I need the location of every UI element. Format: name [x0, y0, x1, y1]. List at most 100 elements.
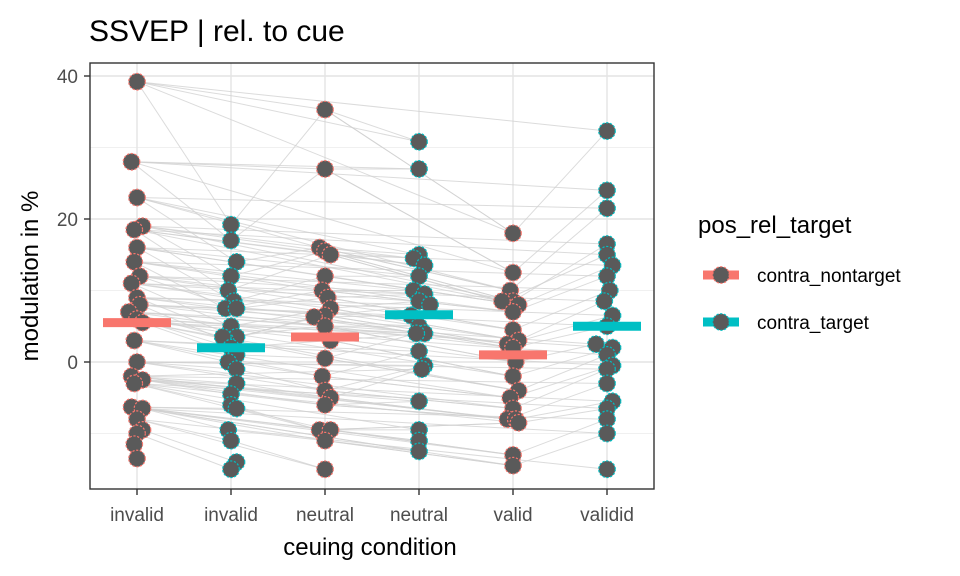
- data-point: [125, 220, 144, 239]
- pair-line: [136, 247, 420, 277]
- data-point: [222, 267, 240, 286]
- y-axis-title: modulation in %: [17, 191, 44, 362]
- pair-line: [131, 282, 232, 327]
- pair-line: [142, 225, 414, 259]
- pair-line: [518, 300, 605, 342]
- pair-line: [134, 229, 425, 266]
- data-point: [493, 292, 511, 311]
- pair-line: [236, 354, 326, 359]
- pair-line: [236, 368, 326, 392]
- pair-line: [131, 161, 608, 191]
- pair-line: [512, 190, 608, 274]
- data-point: [598, 424, 616, 443]
- data-point: [125, 435, 144, 454]
- x-tick-label: valid: [493, 505, 532, 526]
- pair-line: [230, 109, 326, 226]
- legend-label: contra_target: [757, 313, 870, 334]
- data-points: [119, 72, 622, 479]
- pair-line: [230, 168, 326, 241]
- legend-label: contra_nontarget: [757, 266, 901, 287]
- pair-line: [136, 418, 232, 442]
- pair-line: [510, 365, 613, 399]
- pair-line: [518, 354, 608, 392]
- legend-title: pos_rel_target: [698, 212, 852, 239]
- data-point: [125, 331, 144, 350]
- y-tick-label: 20: [57, 210, 78, 231]
- pair-line: [134, 261, 414, 291]
- x-tick-label: neutral: [296, 505, 354, 526]
- pair-line: [512, 368, 608, 409]
- pair-line: [233, 275, 326, 302]
- pair-line: [142, 379, 613, 402]
- pair-line: [136, 81, 326, 111]
- data-point: [504, 456, 522, 475]
- data-point: [313, 367, 332, 386]
- pair-line: [142, 225, 514, 302]
- pair-line: [142, 429, 237, 463]
- pair-line: [324, 332, 417, 359]
- data-point: [598, 460, 616, 479]
- pair-line: [131, 161, 232, 241]
- chart-title: SSVEP | rel. to cue: [89, 15, 345, 48]
- data-point: [321, 245, 340, 264]
- data-point: [227, 299, 246, 318]
- panel-border: [89, 62, 655, 490]
- pair-line: [131, 161, 420, 170]
- data-point: [125, 374, 144, 393]
- data-point: [227, 399, 246, 418]
- pair-line: [518, 407, 608, 424]
- pair-line: [512, 275, 608, 313]
- data-point: [595, 292, 614, 311]
- pair-line: [131, 368, 422, 377]
- pair-line: [324, 109, 420, 143]
- pair-line: [136, 297, 613, 317]
- data-point: [504, 263, 522, 282]
- data-point: [128, 72, 146, 91]
- pair-line: [518, 265, 613, 306]
- pair-line: [512, 243, 608, 302]
- pair-line: [322, 375, 511, 399]
- data-point: [598, 122, 616, 140]
- y-tick-label: 40: [57, 67, 78, 88]
- data-point: [410, 442, 428, 461]
- pair-line: [509, 207, 608, 291]
- data-point: [407, 324, 426, 343]
- pair-line: [236, 382, 331, 399]
- pair-line: [230, 393, 326, 406]
- pair-line: [512, 433, 608, 467]
- data-point: [222, 431, 240, 450]
- data-point: [316, 100, 334, 119]
- data-point: [316, 460, 334, 479]
- pair-line: [136, 247, 234, 302]
- pair-line: [134, 340, 229, 363]
- data-point: [128, 449, 146, 468]
- data-point: [504, 224, 522, 243]
- x-tick-label: invalid: [110, 505, 164, 526]
- pair-line: [134, 340, 420, 352]
- data-point: [410, 132, 428, 151]
- pair-line: [228, 254, 331, 291]
- data-point: [598, 267, 616, 286]
- pair-line: [512, 418, 608, 456]
- x-tick-label: validid: [580, 505, 634, 526]
- mean-bars: [103, 310, 641, 360]
- data-point: [410, 160, 428, 178]
- pair-line: [142, 407, 229, 431]
- data-point: [587, 335, 605, 354]
- data-point: [598, 374, 616, 393]
- x-tick-label: neutral: [390, 505, 448, 526]
- legend-key-point: [712, 313, 730, 331]
- pair-line: [136, 81, 420, 143]
- pair-line: [236, 297, 328, 309]
- data-point: [316, 160, 334, 178]
- pair-line: [134, 229, 608, 256]
- pair-line: [230, 440, 326, 470]
- x-axis-ticks: invalid invalid neutral neutral valid validid: [110, 489, 634, 526]
- pair-line: [136, 361, 237, 370]
- pair-line: [330, 300, 420, 309]
- pair-line: [136, 318, 514, 377]
- pair-line: [134, 382, 420, 431]
- pair-line: [139, 275, 425, 295]
- data-point: [222, 231, 240, 250]
